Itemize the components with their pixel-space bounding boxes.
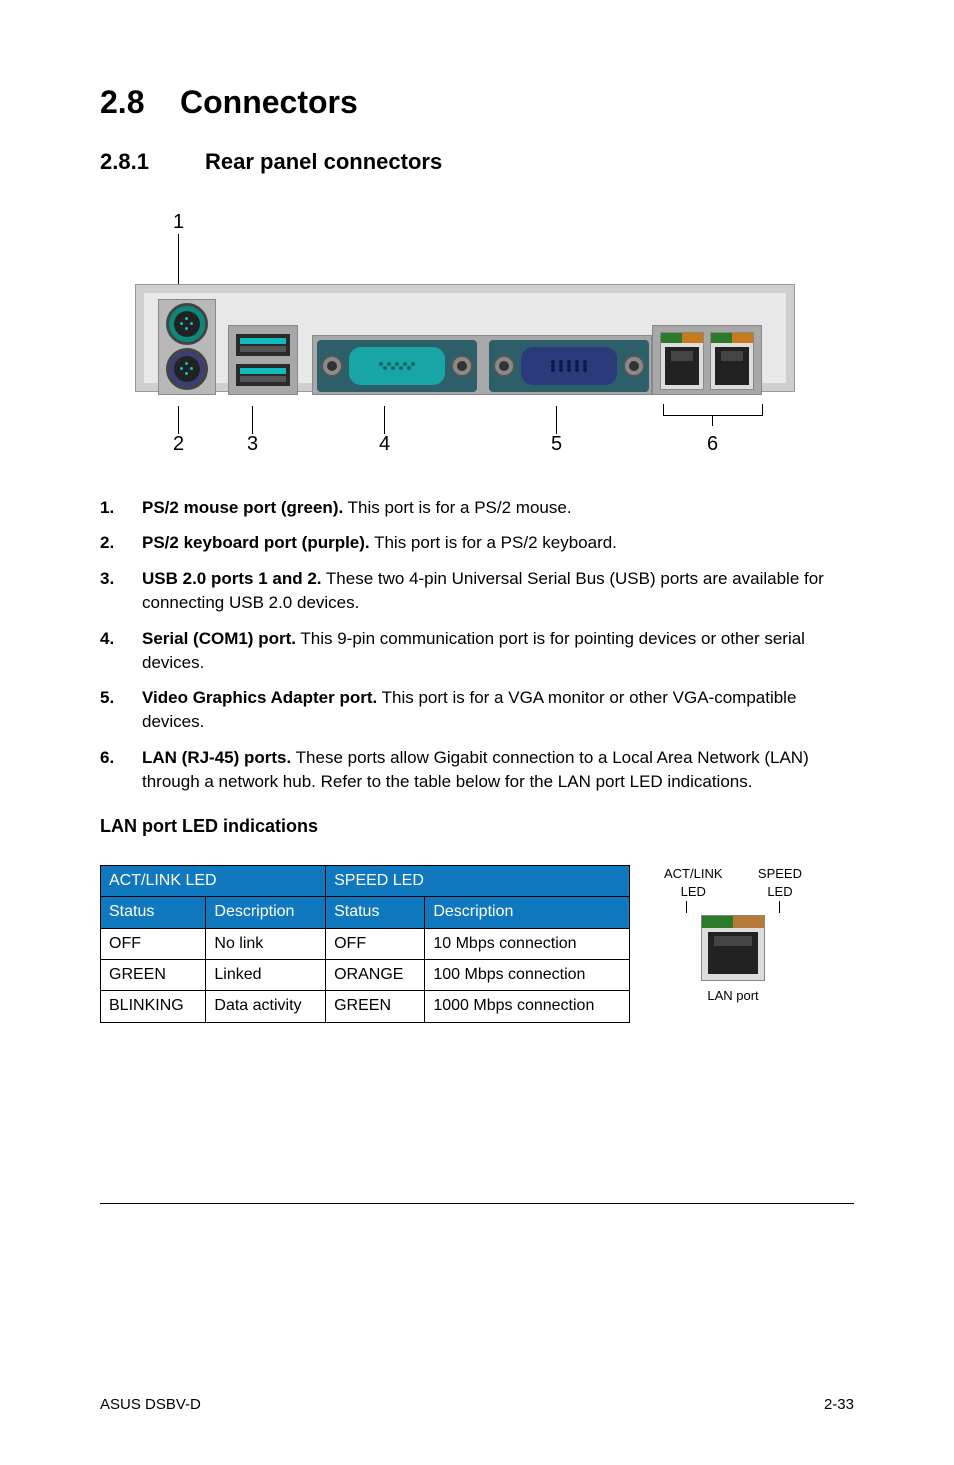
table-cell: 1000 Mbps connection	[425, 991, 630, 1022]
screw-icon	[451, 355, 473, 377]
vga-port	[489, 340, 649, 392]
page-footer: ASUS DSBV-D 2-33	[100, 1394, 854, 1415]
table-row: BLINKING Data activity GREEN 1000 Mbps c…	[101, 991, 630, 1022]
io-plate	[135, 284, 795, 392]
led-table: ACT/LINK LED SPEED LED Status Descriptio…	[100, 865, 630, 1023]
legend-left-label: ACT/LINKLED	[664, 865, 723, 901]
table-cell: Linked	[206, 959, 326, 990]
item-number: 1.	[100, 496, 142, 520]
col-header: Status	[326, 897, 425, 928]
diagram-label-6: 6	[707, 430, 718, 458]
diagram-label-4: 4	[379, 430, 390, 458]
item-text: This port is for a PS/2 mouse.	[343, 498, 571, 517]
legend-caption: LAN port	[658, 987, 808, 1005]
list-item: 1.PS/2 mouse port (green). This port is …	[100, 496, 854, 520]
col-header: Status	[101, 897, 206, 928]
footer-divider	[100, 1203, 854, 1204]
lan-port-2	[710, 332, 754, 390]
table-col-header-row: Status Description Status Description	[101, 897, 630, 928]
diagram-bracket-stem-6	[712, 416, 713, 426]
item-number: 6.	[100, 746, 142, 794]
table-cell: ORANGE	[326, 959, 425, 990]
legend-right-label: SPEEDLED	[758, 865, 802, 901]
lan-port-legend: ACT/LINKLED SPEEDLED LAN port	[658, 865, 808, 1006]
usb-stack	[228, 325, 298, 395]
io-plate-inner	[144, 293, 786, 383]
group-header: ACT/LINK LED	[101, 865, 326, 896]
rear-panel-diagram: 1	[135, 208, 795, 458]
table-cell: GREEN	[101, 959, 206, 990]
diagram-tick-1	[178, 234, 179, 284]
item-number: 3.	[100, 567, 142, 615]
table-cell: 10 Mbps connection	[425, 928, 630, 959]
subsection-title: 2.8.1Rear panel connectors	[100, 147, 854, 178]
ps2-keyboard-port	[166, 348, 208, 390]
item-bold: Serial (COM1) port.	[142, 629, 296, 648]
list-item: 3.USB 2.0 ports 1 and 2. These two 4-pin…	[100, 567, 854, 615]
subsection-number: 2.8.1	[100, 147, 205, 178]
item-bold: PS/2 mouse port (green).	[142, 498, 343, 517]
diagram-label-1: 1	[173, 208, 184, 236]
screw-icon	[493, 355, 515, 377]
col-header: Description	[425, 897, 630, 928]
vga-shell	[521, 347, 617, 385]
ps2-mouse-port	[166, 303, 208, 345]
item-number: 4.	[100, 627, 142, 675]
screw-icon	[321, 355, 343, 377]
subsection-name: Rear panel connectors	[205, 149, 442, 174]
serial-shell	[349, 347, 445, 385]
list-item: 2.PS/2 keyboard port (purple). This port…	[100, 531, 854, 555]
item-bold: USB 2.0 ports 1 and 2.	[142, 569, 322, 588]
diagram-bracket-6	[663, 404, 763, 416]
connector-list: 1.PS/2 mouse port (green). This port is …	[100, 496, 854, 794]
table-cell: No link	[206, 928, 326, 959]
item-bold: Video Graphics Adapter port.	[142, 688, 377, 707]
col-header: Description	[206, 897, 326, 928]
table-cell: GREEN	[326, 991, 425, 1022]
item-bold: PS/2 keyboard port (purple).	[142, 533, 370, 552]
led-table-row: ACT/LINK LED SPEED LED Status Descriptio…	[100, 865, 854, 1023]
diagram-label-5: 5	[551, 430, 562, 458]
item-number: 2.	[100, 531, 142, 555]
table-cell: Data activity	[206, 991, 326, 1022]
serial-port	[317, 340, 477, 392]
led-indications-heading: LAN port LED indications	[100, 814, 854, 839]
section-title: 2.8Connectors	[100, 80, 854, 125]
table-cell: OFF	[101, 928, 206, 959]
item-bold: LAN (RJ-45) ports.	[142, 748, 291, 767]
table-row: GREEN Linked ORANGE 100 Mbps connection	[101, 959, 630, 990]
footer-left: ASUS DSBV-D	[100, 1394, 201, 1415]
list-item: 4.Serial (COM1) port. This 9-pin communi…	[100, 627, 854, 675]
usb-port-2	[236, 364, 290, 386]
table-cell: BLINKING	[101, 991, 206, 1022]
diagram-label-2: 2	[173, 430, 184, 458]
item-text: This port is for a PS/2 keyboard.	[370, 533, 617, 552]
ps2-stack	[158, 299, 216, 395]
group-header: SPEED LED	[326, 865, 630, 896]
lan-port-1	[660, 332, 704, 390]
table-group-header-row: ACT/LINK LED SPEED LED	[101, 865, 630, 896]
table-cell: 100 Mbps connection	[425, 959, 630, 990]
usb-port-1	[236, 334, 290, 356]
list-item: 5.Video Graphics Adapter port. This port…	[100, 686, 854, 734]
table-cell: OFF	[326, 928, 425, 959]
legend-rj45-icon	[701, 915, 765, 981]
diagram-label-3: 3	[247, 430, 258, 458]
table-row: OFF No link OFF 10 Mbps connection	[101, 928, 630, 959]
footer-right: 2-33	[824, 1394, 854, 1415]
item-number: 5.	[100, 686, 142, 734]
lan-block	[652, 325, 762, 395]
dsub-block	[312, 335, 652, 395]
section-number: 2.8	[100, 80, 180, 125]
list-item: 6.LAN (RJ-45) ports. These ports allow G…	[100, 746, 854, 794]
screw-icon	[623, 355, 645, 377]
section-name: Connectors	[180, 84, 358, 120]
